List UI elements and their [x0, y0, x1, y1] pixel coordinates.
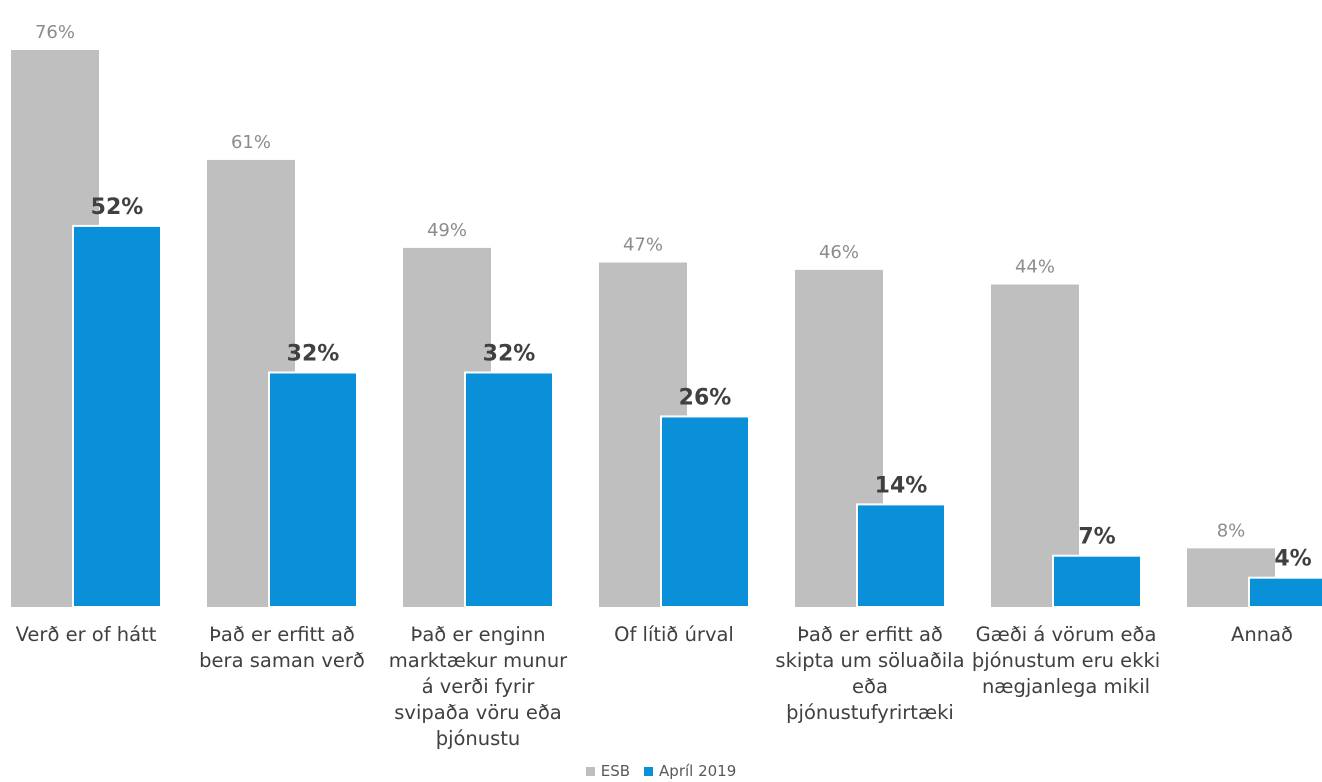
category-label: Gæði á vörum eða þjónustum eru ekki nægj… [971, 623, 1161, 698]
data-label-esb: 44% [1015, 257, 1055, 278]
data-label-april-2019: 14% [875, 473, 928, 498]
category-label: Það er enginn marktækur munur á verði fy… [388, 623, 568, 750]
category-label: Verð er of hátt [15, 623, 157, 646]
bar-april-2019 [856, 503, 946, 609]
bar-april-2019 [1052, 554, 1142, 609]
category-label: Það er erfitt að bera saman verð [199, 623, 365, 672]
data-label-esb: 49% [427, 220, 467, 241]
data-label-april-2019: 7% [1078, 525, 1115, 550]
data-label-esb: 61% [231, 132, 271, 153]
data-label-april-2019: 52% [91, 195, 144, 220]
category-label: Of lítið úrval [614, 623, 734, 646]
data-label-april-2019: 4% [1274, 547, 1311, 572]
data-label-april-2019: 32% [287, 341, 340, 366]
legend-item-april-2019: Apríl 2019 [644, 762, 736, 780]
bar-april-2019 [72, 224, 162, 608]
category-label: Það er erfitt að skipta um söluaðila eða… [775, 623, 965, 724]
bar-april-2019 [464, 371, 554, 609]
bar-esb [991, 284, 1079, 607]
legend-label-esb: ESB [600, 762, 631, 780]
data-label-april-2019: 32% [483, 341, 536, 366]
data-label-esb: 8% [1217, 520, 1246, 541]
bar-april-2019 [660, 415, 750, 608]
legend-label-april-2019: Apríl 2019 [659, 762, 737, 780]
legend-item-esb: ESB [585, 762, 631, 780]
data-label-april-2019: 26% [679, 385, 732, 410]
data-label-esb: 76% [35, 22, 75, 43]
bar-april-2019 [1248, 576, 1322, 608]
chart-legend: ESB Apríl 2019 [0, 762, 1322, 780]
legend-swatch-esb [585, 766, 595, 776]
data-label-esb: 46% [819, 242, 859, 263]
bar-april-2019 [268, 371, 358, 609]
legend-swatch-april-2019 [644, 766, 654, 776]
data-label-esb: 47% [623, 235, 663, 256]
category-label: Annað [1231, 623, 1293, 646]
